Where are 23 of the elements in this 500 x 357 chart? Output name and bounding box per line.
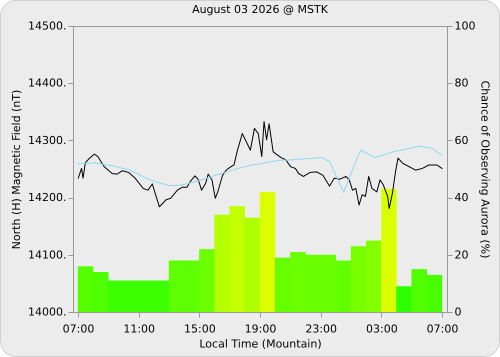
x-tick-label: 11:00 — [123, 322, 156, 336]
y-tick-label: 14200. — [28, 191, 66, 204]
y-tick-label: 14300. — [28, 134, 66, 147]
x-tick-label: 07:00 — [426, 322, 458, 336]
y2-tick-label: 0 — [454, 306, 462, 318]
x-tick-label: 03:00 — [366, 322, 398, 336]
y-tick-label: 14100. — [28, 248, 66, 262]
y2-tick-label: 100 — [454, 20, 476, 32]
x-tick-label: 15:00 — [184, 322, 216, 336]
chart-title: August 03 2026 @ MSTK — [192, 3, 329, 16]
x-axis-title: Local Time (Mountain) — [199, 338, 322, 350]
y2-tick-label: 80 — [454, 76, 468, 90]
y-axis-title: North (H) Magnetic Field (nT) — [10, 90, 24, 250]
y-tick-label: 14500. — [28, 20, 66, 32]
x-tick-label: 23:00 — [305, 322, 338, 336]
y2-tick-label: 40 — [454, 191, 468, 204]
x-tick-label: 07:00 — [62, 322, 94, 336]
x-tick-label: 19:00 — [244, 322, 276, 336]
y2-axis-title: Chance of Observing Aurora (%) — [478, 80, 492, 258]
y2-tick-label: 60 — [454, 134, 468, 147]
y2-tick-label: 20 — [454, 248, 468, 262]
y-tick-label: 14400. — [28, 76, 66, 90]
y-tick-label: 14000. — [28, 306, 66, 318]
